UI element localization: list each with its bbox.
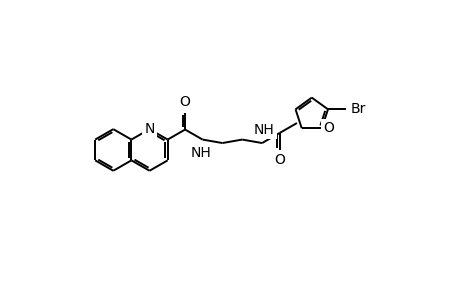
Text: NH: NH: [253, 123, 274, 137]
Text: Br: Br: [350, 102, 365, 116]
Text: O: O: [179, 95, 190, 110]
Text: NH: NH: [190, 146, 211, 160]
Text: O: O: [323, 121, 334, 135]
Text: O: O: [274, 153, 285, 167]
Text: N: N: [144, 122, 154, 136]
